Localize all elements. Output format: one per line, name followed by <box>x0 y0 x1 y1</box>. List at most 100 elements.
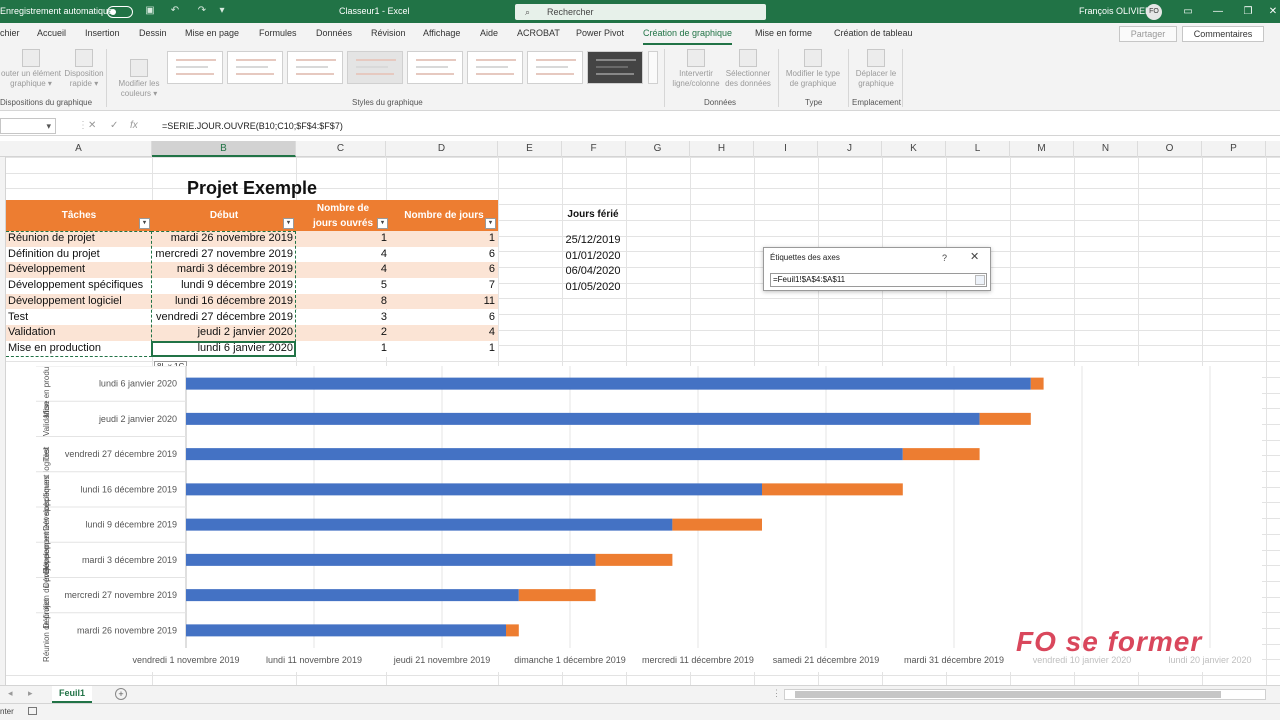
chart-style-7[interactable] <box>527 51 583 84</box>
help-icon[interactable]: ? <box>942 253 948 263</box>
enter-icon[interactable]: ✓ <box>110 120 119 131</box>
prev-sheet-icon[interactable]: ◂ <box>8 688 13 698</box>
column-header-e[interactable]: E <box>498 141 562 157</box>
cell-workdays[interactable]: 1 <box>380 341 387 354</box>
cell-days[interactable]: 1 <box>488 232 495 244</box>
cell-days[interactable]: 1 <box>488 341 495 354</box>
cell-task[interactable]: Développement spécifiques <box>8 279 144 292</box>
function-icon[interactable]: fx <box>130 120 138 131</box>
name-box[interactable]: ▾ <box>0 118 56 134</box>
add-chart-element-button[interactable]: outer un élément graphique ▾ <box>0 49 62 89</box>
column-header-d[interactable]: D <box>386 141 498 157</box>
tab-home[interactable]: Accueil <box>37 28 67 38</box>
tab-acrobat[interactable]: ACROBAT <box>517 28 560 38</box>
redo-icon[interactable]: ↷ <box>197 5 207 16</box>
tab-table-design[interactable]: Création de tableau <box>834 28 913 38</box>
minimize-icon[interactable]: — <box>1213 6 1223 17</box>
more-icon[interactable]: ⋮ <box>772 688 781 698</box>
column-header-a[interactable]: A <box>6 141 152 157</box>
sheet-tab-feuil1[interactable]: Feuil1 <box>52 686 92 703</box>
column-header-h[interactable]: H <box>690 141 754 157</box>
cell-task[interactable]: Test <box>8 310 29 323</box>
cell-workdays[interactable]: 8 <box>380 294 387 307</box>
header-workdays[interactable]: Nombre de jours ouvrés ▾ <box>296 200 390 231</box>
customize-qat-icon[interactable]: ▾ <box>219 5 225 16</box>
cell-task[interactable]: Réunion de projet <box>8 232 95 244</box>
cell-start[interactable]: lundi 16 décembre 2019 <box>174 294 293 307</box>
column-header-n[interactable]: N <box>1074 141 1138 157</box>
cell-workdays[interactable]: 4 <box>380 247 387 260</box>
holidays-title[interactable]: Jours férié <box>567 209 619 220</box>
move-chart-button[interactable]: Déplacer le graphique <box>852 49 900 89</box>
column-header-f[interactable]: F <box>562 141 626 157</box>
cell-start[interactable]: vendredi 27 décembre 2019 <box>156 310 293 323</box>
cell-workdays[interactable]: 5 <box>380 279 387 292</box>
holiday-cell[interactable]: 01/05/2020 <box>565 281 621 294</box>
close-icon[interactable]: ✕ <box>1268 6 1278 17</box>
tab-insert[interactable]: Insertion <box>85 28 120 38</box>
styles-gallery-scroll[interactable] <box>648 51 658 84</box>
cell-days[interactable]: 6 <box>488 247 495 260</box>
column-header-l[interactable]: L <box>946 141 1010 157</box>
holiday-cell[interactable]: 25/12/2019 <box>565 234 621 246</box>
cell-start[interactable]: mercredi 27 novembre 2019 <box>155 247 293 260</box>
cell-days[interactable]: 6 <box>488 310 495 323</box>
horizontal-scrollbar[interactable] <box>784 689 1266 700</box>
column-header-b[interactable]: B <box>152 141 296 157</box>
cell-task[interactable]: Validation <box>8 326 56 339</box>
next-sheet-icon[interactable]: ▸ <box>28 688 33 698</box>
column-header-k[interactable]: K <box>882 141 946 157</box>
undo-icon[interactable]: ↶ <box>170 5 180 16</box>
chart-style-8[interactable] <box>587 51 643 84</box>
cell-start[interactable]: jeudi 2 janvier 2020 <box>197 326 293 339</box>
axis-range-input[interactable]: =Feuil1!$A$4:$A$11 <box>770 273 987 287</box>
cell-days[interactable]: 11 <box>483 294 495 307</box>
cell-task[interactable]: Mise en production <box>8 341 101 354</box>
cell-task[interactable]: Développement logiciel <box>8 294 122 307</box>
cell-days[interactable]: 6 <box>488 263 495 276</box>
chart-style-5[interactable] <box>407 51 463 84</box>
active-cell[interactable] <box>151 341 296 357</box>
tab-page-layout[interactable]: Mise en page <box>185 28 240 38</box>
tab-view[interactable]: Affichage <box>423 28 461 38</box>
holiday-cell[interactable]: 01/01/2020 <box>565 249 621 262</box>
cell-start[interactable]: mardi 26 novembre 2019 <box>170 232 293 244</box>
header-days[interactable]: Nombre de jours ▾ <box>390 200 498 231</box>
tab-review[interactable]: Révision <box>371 28 406 38</box>
chart-style-3[interactable] <box>287 51 343 84</box>
change-chart-type-button[interactable]: Modifier le type de graphique <box>782 49 844 89</box>
filter-icon[interactable]: ▾ <box>283 218 294 229</box>
tab-formulas[interactable]: Formules <box>259 28 297 38</box>
chart-style-1[interactable] <box>167 51 223 84</box>
add-sheet-icon[interactable]: + <box>115 688 127 700</box>
change-colors-button[interactable]: Modifier les couleurs ▾ <box>114 59 164 99</box>
column-header-c[interactable]: C <box>296 141 386 157</box>
cell-task[interactable]: Développement <box>8 263 86 276</box>
restore-icon[interactable]: ❐ <box>1243 6 1253 17</box>
scroll-thumb[interactable] <box>795 691 1221 698</box>
tab-file[interactable]: chier <box>0 28 20 38</box>
tab-data[interactable]: Données <box>316 28 353 38</box>
column-header-g[interactable]: G <box>626 141 690 157</box>
select-data-button[interactable]: Sélectionner des données <box>724 49 772 89</box>
filter-icon[interactable]: ▾ <box>377 218 388 229</box>
header-start[interactable]: Début ▾ <box>152 200 296 231</box>
cell-start[interactable]: lundi 9 décembre 2019 <box>181 279 293 292</box>
tab-help[interactable]: Aide <box>480 28 499 38</box>
cell-workdays[interactable]: 3 <box>380 310 387 323</box>
formula-input[interactable]: =SERIE.JOUR.OUVRE(B10;C10;$F$4:$F$7) <box>162 121 343 131</box>
tab-format[interactable]: Mise en forme <box>755 28 813 38</box>
search-box[interactable]: ⌕ Rechercher <box>515 4 766 20</box>
cell-workdays[interactable]: 2 <box>380 326 387 339</box>
autosave-toggle[interactable] <box>107 6 133 18</box>
share-button[interactable]: Partager <box>1119 26 1177 42</box>
chart-style-6[interactable] <box>467 51 523 84</box>
column-header-m[interactable]: M <box>1010 141 1074 157</box>
sheet-title[interactable]: Projet Exemple <box>186 178 318 198</box>
header-tasks[interactable]: Tâches ▾ <box>6 200 152 231</box>
column-header-p[interactable]: P <box>1202 141 1266 157</box>
close-icon[interactable]: ✕ <box>970 251 980 263</box>
chart-style-2[interactable] <box>227 51 283 84</box>
column-header-j[interactable]: J <box>818 141 882 157</box>
avatar[interactable]: FO <box>1146 4 1162 20</box>
